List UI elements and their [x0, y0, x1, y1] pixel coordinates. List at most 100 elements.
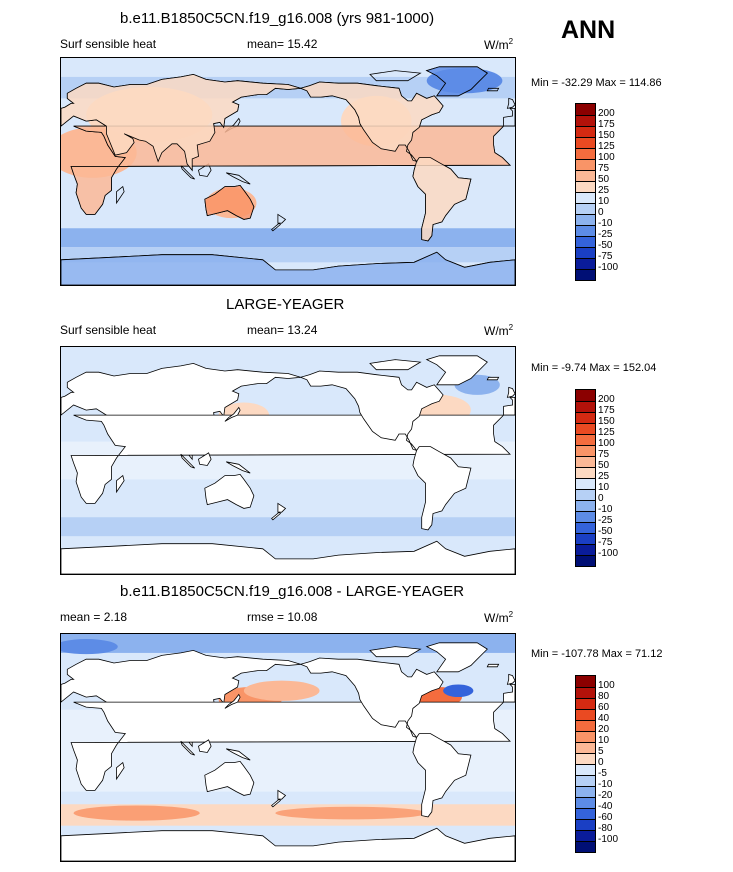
coastline-japan [224, 406, 241, 422]
coastline-greenland [425, 642, 488, 673]
colorbar-tick-label: -50 [598, 240, 613, 251]
season-label: ANN [561, 16, 616, 44]
coastline-borneo [198, 452, 212, 466]
colorbar-tick-label: 25 [598, 471, 610, 482]
panel-2-minmax: Min = -9.74 Max = 152.04 [531, 362, 657, 374]
coastline-northamerica [299, 370, 444, 452]
coastline-australia [204, 760, 255, 796]
colorbar-swatch [576, 192, 595, 203]
panel-1-variable-label: Surf sensible heat [60, 37, 157, 51]
coastline-africa [70, 701, 515, 791]
colorbar-tick-label: 75 [598, 163, 610, 174]
colorbar-swatch [576, 115, 595, 126]
colorbar-swatch [576, 753, 595, 764]
panel-1-mean-label: mean= 15.42 [247, 37, 318, 51]
colorbar-tick-label: 200 [598, 108, 615, 119]
coastline-eurasia_west [503, 397, 515, 416]
colorbar-swatch [576, 742, 595, 753]
coastline-nz_south [271, 222, 281, 232]
colorbar-tick-label: -10 [598, 218, 613, 229]
colorbar-swatch [576, 533, 595, 544]
colorbar-swatch [576, 489, 595, 500]
colorbar-swatch [576, 148, 595, 159]
land-field-northamerica [299, 81, 444, 163]
colorbar-swatch [576, 225, 595, 236]
field-blob [275, 806, 427, 820]
coastline-northamerica [299, 657, 444, 739]
colorbar-tick-label: 10 [598, 196, 610, 207]
colorbar-tick-label: 25 [598, 185, 610, 196]
panel-2-units-label: W/m2 [484, 323, 514, 338]
colorbar-swatch [576, 269, 595, 280]
colorbar-swatch [576, 247, 595, 258]
colorbar-swatch [576, 412, 595, 423]
colorbar-tick-label: -5 [598, 768, 607, 779]
colorbar-swatch [576, 203, 595, 214]
colorbar-swatch [576, 434, 595, 445]
colorbar-swatch [576, 104, 595, 115]
colorbar-swatch [576, 819, 595, 830]
colorbar-swatch [576, 137, 595, 148]
panel-3-minmax: Min = -107.78 Max = 71.12 [531, 648, 663, 660]
colorbar-swatch [576, 500, 595, 511]
colorbar-swatch [576, 181, 595, 192]
colorbar-tick-label: 0 [598, 207, 604, 218]
colorbar-swatch [576, 126, 595, 137]
land-field-australia [204, 184, 255, 220]
coastline-madagascar [116, 185, 125, 205]
coastline-canada_islands [369, 646, 422, 658]
colorbar-swatch [576, 709, 595, 720]
colorbar-tick-label: -75 [598, 251, 613, 262]
coastline-japan [224, 693, 241, 709]
colorbar-swatch [576, 423, 595, 434]
colorbar-tick-label: -100 [598, 834, 619, 845]
colorbar-swatch [576, 214, 595, 225]
coastline-newzealand [277, 789, 287, 800]
colorbar-swatch [576, 764, 595, 775]
colorbar-tick-label: -75 [598, 537, 613, 548]
coastline-madagascar [116, 474, 125, 494]
colorbar-swatch [576, 720, 595, 731]
field-blob [73, 805, 200, 821]
coastline-madagascar [116, 761, 125, 781]
coastline-iceland [486, 663, 500, 668]
colorbar-swatch [576, 841, 595, 852]
colorbar-tick-label: 60 [598, 702, 610, 713]
coastline-borneo [198, 739, 212, 753]
coastline-newguinea [225, 461, 251, 474]
colorbar-swatch [576, 687, 595, 698]
coastline-australia [204, 473, 255, 509]
colorbar-tick-label: 10 [598, 482, 610, 493]
coastline-newguinea [225, 748, 251, 761]
colorbar-tick-label: 125 [598, 141, 615, 152]
colorbar-tick-label: 75 [598, 449, 610, 460]
colorbar-tick-label: 100 [598, 680, 615, 691]
coastline-nz_south [271, 798, 281, 808]
colorbar-tick-label: -50 [598, 526, 613, 537]
colorbar-swatch [576, 775, 595, 786]
colorbar-tick-label: -40 [598, 801, 613, 812]
colorbar-tick-label: 5 [598, 746, 604, 757]
panel-3-mean-label: mean = 2.18 [60, 610, 128, 624]
colorbar-tick-label: 200 [598, 394, 615, 405]
colorbar-swatch [576, 467, 595, 478]
map-field [61, 347, 515, 574]
colorbar-tick-label: 10 [598, 735, 610, 746]
colorbar-tick-label: 50 [598, 460, 610, 471]
colorbar-swatches [575, 389, 596, 567]
colorbar-tick-label: 40 [598, 713, 610, 724]
colorbar-swatch [576, 731, 595, 742]
panel-1-units-label: W/m2 [484, 37, 514, 52]
field-band [61, 517, 515, 537]
panel-1-map [60, 57, 516, 286]
colorbar-swatch [576, 808, 595, 819]
coastline-iceland [486, 376, 500, 381]
coastline-newzealand [277, 213, 287, 224]
map-field [61, 634, 515, 861]
coastline-uk [506, 97, 515, 109]
coastline-newguinea [225, 172, 251, 185]
colorbar-swatches [575, 103, 596, 281]
coastline-sumatra [180, 453, 195, 469]
panel-3-map [60, 633, 516, 862]
colorbar-tick-label: 150 [598, 130, 615, 141]
